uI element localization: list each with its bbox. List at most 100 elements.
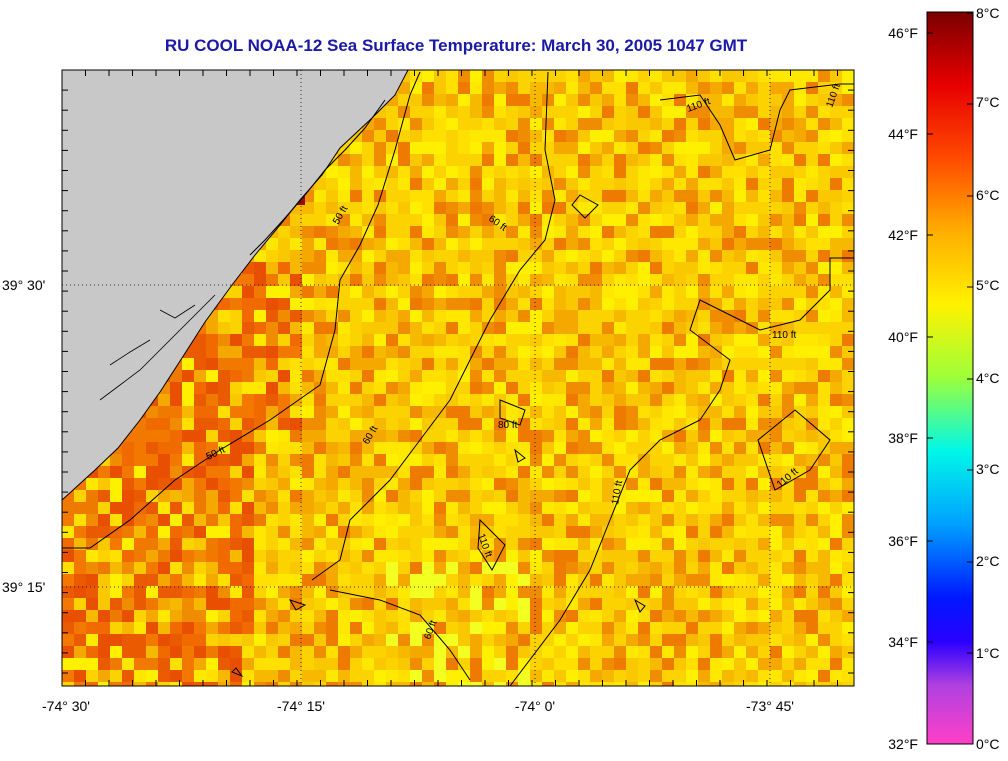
sst-pixel — [446, 514, 458, 526]
sst-pixel — [614, 166, 626, 178]
sst-pixel — [338, 190, 350, 202]
sst-pixel — [422, 466, 434, 478]
sst-pixel — [566, 226, 578, 238]
sst-pixel — [542, 82, 554, 94]
sst-pixel — [494, 202, 506, 214]
sst-pixel — [326, 466, 338, 478]
sst-pixel — [422, 622, 434, 634]
sst-pixel — [650, 154, 662, 166]
sst-pixel — [254, 454, 266, 466]
sst-pixel — [794, 370, 806, 382]
sst-pixel — [314, 550, 326, 562]
sst-pixel — [794, 298, 806, 310]
sst-pixel — [662, 394, 674, 406]
sst-pixel — [278, 274, 290, 286]
sst-pixel — [782, 310, 794, 322]
sst-pixel — [470, 658, 482, 670]
sst-pixel — [422, 166, 434, 178]
sst-pixel — [302, 610, 314, 622]
sst-pixel — [650, 622, 662, 634]
sst-pixel — [266, 442, 278, 454]
sst-pixel — [842, 682, 854, 686]
sst-pixel — [518, 610, 530, 622]
sst-pixel — [818, 286, 830, 298]
sst-pixel — [806, 538, 818, 550]
sst-pixel — [386, 238, 398, 250]
sst-pixel — [710, 670, 722, 682]
sst-pixel — [62, 550, 74, 562]
sst-pixel — [734, 130, 746, 142]
sst-pixel — [614, 598, 626, 610]
sst-pixel — [494, 538, 506, 550]
sst-pixel — [434, 370, 446, 382]
sst-pixel — [242, 682, 254, 686]
sst-pixel — [386, 322, 398, 334]
sst-pixel — [158, 574, 170, 586]
sst-pixel — [386, 106, 398, 118]
sst-pixel — [518, 310, 530, 322]
sst-pixel — [710, 142, 722, 154]
sst-pixel — [110, 622, 122, 634]
sst-pixel — [782, 442, 794, 454]
sst-pixel — [470, 502, 482, 514]
sst-pixel — [422, 406, 434, 418]
sst-pixel — [806, 334, 818, 346]
sst-pixel — [746, 166, 758, 178]
sst-pixel — [194, 562, 206, 574]
sst-pixel — [842, 322, 854, 334]
sst-pixel — [614, 586, 626, 598]
sst-pixel — [722, 586, 734, 598]
sst-pixel — [122, 598, 134, 610]
sst-pixel — [494, 442, 506, 454]
sst-pixel — [482, 646, 494, 658]
sst-pixel — [758, 202, 770, 214]
sst-pixel — [422, 394, 434, 406]
sst-pixel — [470, 154, 482, 166]
sst-pixel — [194, 586, 206, 598]
sst-pixel — [194, 478, 206, 490]
sst-pixel — [794, 634, 806, 646]
sst-pixel — [542, 682, 554, 686]
sst-pixel — [122, 610, 134, 622]
sst-pixel — [518, 322, 530, 334]
sst-pixel — [158, 670, 170, 682]
sst-pixel — [578, 370, 590, 382]
sst-pixel — [398, 370, 410, 382]
sst-pixel — [434, 442, 446, 454]
sst-pixel — [518, 538, 530, 550]
sst-pixel — [374, 658, 386, 670]
sst-pixel — [674, 226, 686, 238]
sst-pixel — [374, 202, 386, 214]
sst-pixel — [782, 646, 794, 658]
sst-pixel — [410, 214, 422, 226]
sst-pixel — [770, 94, 782, 106]
sst-pixel — [530, 562, 542, 574]
sst-pixel — [830, 298, 842, 310]
sst-pixel — [518, 262, 530, 274]
sst-pixel — [746, 682, 758, 686]
sst-pixel — [146, 682, 158, 686]
sst-pixel — [614, 502, 626, 514]
sst-pixel — [446, 478, 458, 490]
sst-pixel — [734, 574, 746, 586]
sst-pixel — [722, 634, 734, 646]
sst-pixel — [566, 106, 578, 118]
sst-pixel — [410, 598, 422, 610]
sst-pixel — [530, 430, 542, 442]
sst-pixel — [650, 334, 662, 346]
sst-pixel — [170, 562, 182, 574]
sst-pixel — [722, 514, 734, 526]
sst-pixel — [434, 634, 446, 646]
sst-pixel — [446, 166, 458, 178]
sst-pixel — [626, 358, 638, 370]
sst-pixel — [554, 514, 566, 526]
sst-pixel — [458, 322, 470, 334]
sst-pixel — [626, 142, 638, 154]
sst-pixel — [518, 346, 530, 358]
sst-pixel — [770, 250, 782, 262]
sst-pixel — [410, 322, 422, 334]
sst-pixel — [86, 646, 98, 658]
sst-pixel — [338, 574, 350, 586]
sst-pixel — [194, 514, 206, 526]
sst-pixel — [278, 358, 290, 370]
